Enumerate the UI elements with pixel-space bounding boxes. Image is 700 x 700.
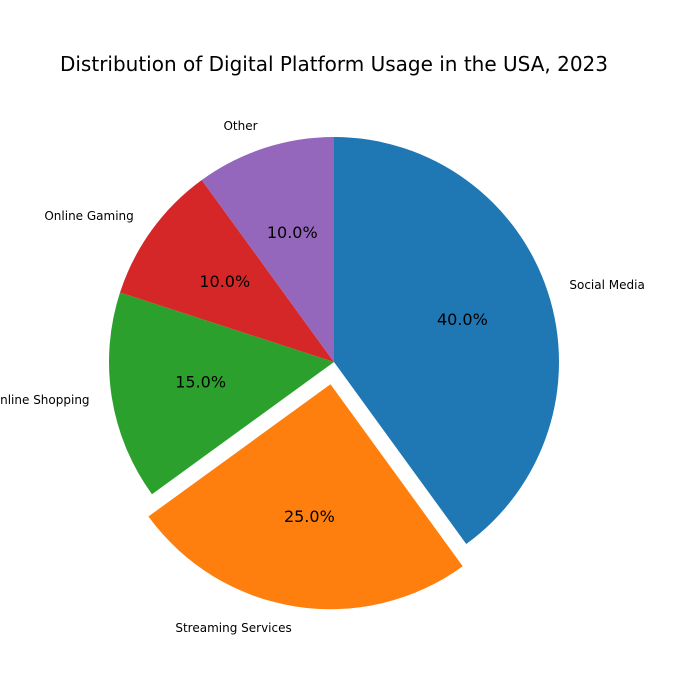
- slice-label-streaming-services: Streaming Services: [175, 621, 291, 635]
- pie-slice-other: [201, 137, 334, 362]
- pie-slice-streaming-services: [148, 384, 463, 610]
- percent-label-online-shopping: 15.0%: [175, 373, 226, 392]
- percent-label-streaming-services: 25.0%: [284, 507, 335, 526]
- slice-label-other: Other: [223, 119, 257, 133]
- slice-label-online-shopping: Online Shopping: [0, 393, 90, 407]
- percent-label-social-media: 40.0%: [437, 310, 488, 329]
- pie-slice-social-media: [334, 137, 559, 545]
- slice-label-social-media: Social Media: [569, 278, 644, 292]
- percent-label-online-gaming: 10.0%: [199, 272, 250, 291]
- chart-title: Distribution of Digital Platform Usage i…: [59, 52, 609, 76]
- slice-label-online-gaming: Online Gaming: [44, 209, 133, 223]
- pie-slice-online-gaming: [120, 179, 334, 362]
- pie-slice-online-shopping: [108, 292, 334, 495]
- percent-label-other: 10.0%: [267, 223, 318, 242]
